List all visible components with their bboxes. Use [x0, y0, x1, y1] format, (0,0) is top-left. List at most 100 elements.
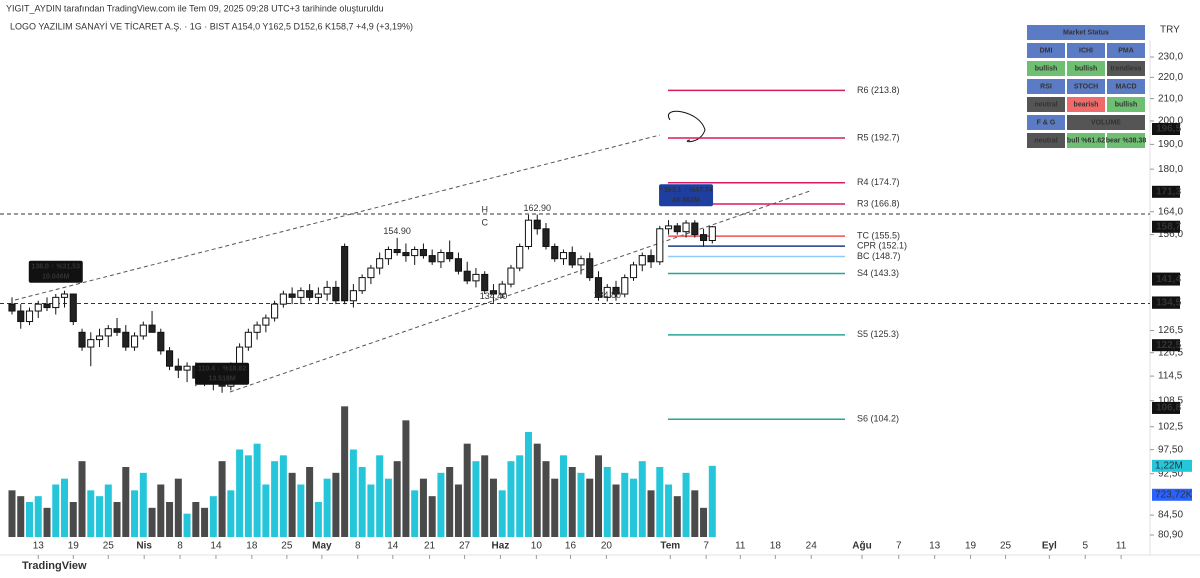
author-line: YIGIT_AYDIN tarafından TradingView.com i…	[6, 3, 383, 13]
x-tick-label: 14	[387, 541, 399, 552]
volume-bar	[201, 507, 209, 537]
volume-bar	[700, 507, 708, 537]
volume-bar	[402, 420, 410, 537]
volume-bar	[349, 449, 357, 537]
annotation: 134.80	[593, 290, 621, 300]
volume-bar	[104, 484, 112, 537]
x-tick-label: 18	[770, 541, 782, 552]
volume-bar	[332, 472, 340, 537]
pivot-label: S5 (125.3)	[857, 329, 899, 339]
volume-bar	[52, 484, 60, 537]
candle-body	[25, 310, 34, 323]
volume-bar	[314, 502, 322, 537]
candle-body	[656, 228, 664, 263]
status-cell	[1067, 97, 1105, 112]
volume-bar	[524, 432, 532, 537]
scribble	[667, 110, 706, 143]
volume-bar	[586, 478, 594, 537]
volume-bar	[559, 455, 567, 537]
volume-bar	[603, 467, 611, 537]
volume-bar	[708, 465, 716, 537]
candle-body	[271, 303, 279, 319]
volume-bar	[87, 490, 95, 537]
volume-bar	[148, 507, 156, 537]
volume-bar	[157, 484, 165, 537]
candle-body	[130, 335, 139, 348]
candle-body	[621, 277, 629, 295]
volume-bar	[61, 478, 69, 537]
currency: TRY	[1160, 25, 1180, 36]
status-text: bear %38.38	[1106, 137, 1147, 144]
callout-text: 48.882M	[672, 197, 699, 204]
candle-body	[95, 335, 104, 341]
x-tick-label: 24	[806, 541, 818, 552]
candle-body	[542, 228, 550, 247]
candle-body	[139, 324, 147, 337]
x-tick-label: 16	[565, 541, 577, 552]
volume-bar	[498, 490, 506, 537]
candle-body	[411, 249, 419, 257]
volume-bar	[647, 490, 655, 537]
price-label-bg	[1152, 273, 1180, 286]
trend-line	[229, 190, 811, 393]
annotation: H	[481, 205, 488, 215]
price-label: 158,7	[1156, 221, 1181, 232]
candle-body	[183, 365, 191, 371]
volume-bar	[446, 467, 454, 537]
volume-bar	[472, 461, 480, 537]
x-tick-label: 5	[1082, 541, 1088, 552]
volume-bar	[236, 449, 244, 537]
candle-body	[498, 283, 506, 295]
x-tick-label: 25	[281, 541, 293, 552]
status-text: bullish	[1115, 101, 1138, 108]
status-text: PMA	[1118, 47, 1134, 54]
volume-bar	[253, 443, 261, 537]
x-tick-label: 19	[68, 541, 80, 552]
volume-bar	[183, 513, 191, 537]
candle-body	[174, 365, 182, 371]
candle-body	[60, 293, 69, 298]
y-tick-label: 230,0	[1158, 52, 1183, 63]
candle-body	[297, 290, 305, 298]
volume-bar	[612, 484, 620, 537]
candle-body	[122, 331, 130, 348]
status-cell	[1027, 61, 1065, 76]
candle-body	[384, 249, 392, 260]
candle-body	[358, 277, 366, 292]
candle-body	[104, 328, 112, 337]
candle-body	[481, 273, 489, 292]
candle-body	[393, 249, 401, 254]
x-tick-label: 18	[246, 541, 258, 552]
candle-body	[341, 245, 349, 302]
volume-bar	[131, 490, 139, 537]
y-tick-label: 180,0	[1158, 164, 1183, 175]
volume-bar	[297, 484, 305, 537]
candle-body	[367, 267, 375, 279]
volume-label: 1,22M	[1155, 460, 1183, 471]
candle-body	[708, 226, 716, 242]
volume-label-bg	[1152, 459, 1192, 472]
status-text: bearish	[1074, 101, 1099, 108]
volume-bar	[507, 461, 515, 537]
price-label-bg	[1152, 339, 1180, 352]
price-label: 141,4	[1156, 274, 1181, 285]
volume-bar	[279, 455, 287, 537]
status-text: Market Status	[1063, 29, 1109, 36]
volume-bar	[489, 478, 497, 537]
price-label: 196,5	[1156, 124, 1181, 135]
volume-bar	[8, 490, 16, 537]
candle-body	[568, 252, 576, 266]
candle-body	[699, 234, 708, 242]
status-cell	[1067, 61, 1105, 76]
candle-body	[533, 219, 541, 230]
candle-body	[157, 331, 165, 352]
trend-line	[14, 134, 661, 301]
volume-bar	[341, 406, 349, 537]
symbol-line: LOGO YAZILIM SANAYİ VE TİCARET A.Ş. · 1G…	[10, 21, 413, 31]
status-cell	[1107, 43, 1145, 58]
y-tick-label: 164,0	[1158, 206, 1183, 217]
volume-bar	[428, 496, 436, 537]
candle-body	[664, 225, 673, 230]
candle-body	[253, 324, 261, 333]
